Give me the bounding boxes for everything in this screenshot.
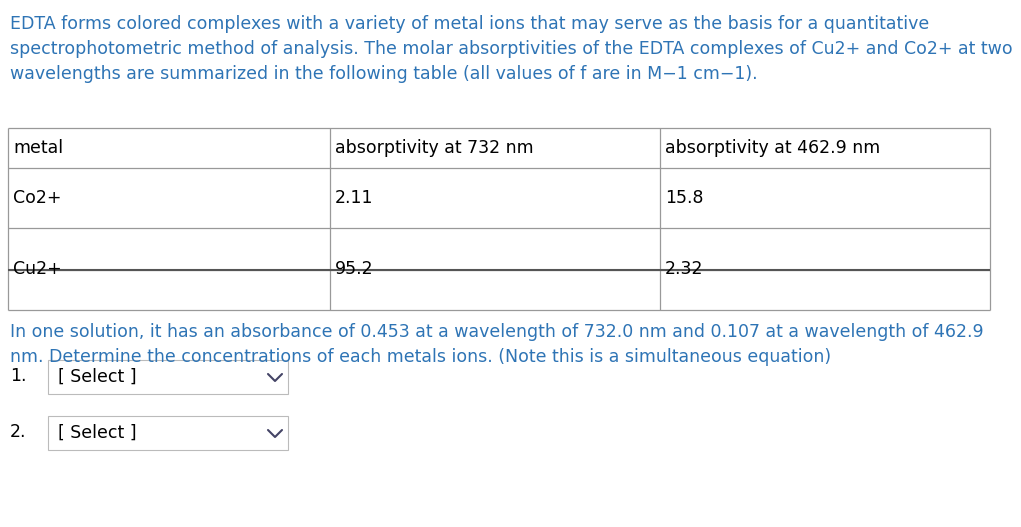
Text: spectrophotometric method of analysis. The molar absorptivities of the EDTA comp: spectrophotometric method of analysis. T… xyxy=(10,40,1013,58)
Text: 95.2: 95.2 xyxy=(335,260,374,278)
Text: 15.8: 15.8 xyxy=(665,189,703,207)
FancyBboxPatch shape xyxy=(48,416,288,450)
Text: Cu2+: Cu2+ xyxy=(13,260,61,278)
Text: absorptivity at 732 nm: absorptivity at 732 nm xyxy=(335,139,534,157)
Text: 2.: 2. xyxy=(10,423,27,441)
Text: metal: metal xyxy=(13,139,63,157)
Text: nm. Determine the concentrations of each metals ions. (Note this is a simultaneo: nm. Determine the concentrations of each… xyxy=(10,348,831,366)
FancyBboxPatch shape xyxy=(48,360,288,394)
Text: EDTA forms colored complexes with a variety of metal ions that may serve as the : EDTA forms colored complexes with a vari… xyxy=(10,15,929,33)
Text: 2.11: 2.11 xyxy=(335,189,374,207)
Text: 2.32: 2.32 xyxy=(665,260,703,278)
Text: [ Select ]: [ Select ] xyxy=(58,368,137,386)
Text: [ Select ]: [ Select ] xyxy=(58,424,137,442)
Text: In one solution, it has an absorbance of 0.453 at a wavelength of 732.0 nm and 0: In one solution, it has an absorbance of… xyxy=(10,323,983,341)
Text: Co2+: Co2+ xyxy=(13,189,61,207)
Text: 1.: 1. xyxy=(10,367,27,385)
Text: absorptivity at 462.9 nm: absorptivity at 462.9 nm xyxy=(665,139,880,157)
Text: wavelengths are summarized in the following table (all values of f are in M−1 cm: wavelengths are summarized in the follow… xyxy=(10,65,758,83)
